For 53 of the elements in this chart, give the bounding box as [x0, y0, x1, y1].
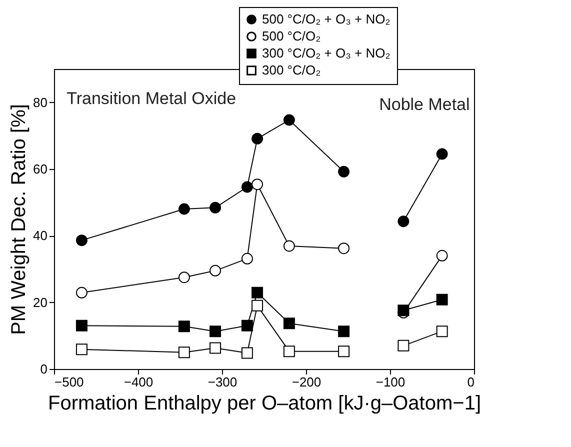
point: [178, 320, 190, 332]
legend-label: 300 °C/O₂: [262, 62, 321, 78]
legend-label: 300 °C/O₂ + O₃ + NO₂: [262, 46, 390, 60]
point: [436, 294, 448, 306]
point: [178, 272, 190, 284]
point: [210, 342, 222, 354]
point: [398, 216, 410, 228]
point: [76, 344, 88, 356]
y-tick-label: 20: [33, 294, 48, 310]
annotation: Transition Metal Oxide: [66, 89, 236, 108]
y-tick-label: 80: [33, 94, 48, 110]
point: [436, 326, 448, 338]
point: [76, 320, 88, 332]
x-tick-label: −100: [376, 374, 406, 390]
point: [178, 203, 190, 215]
point: [210, 326, 222, 338]
point: [436, 250, 448, 262]
point: [436, 148, 448, 160]
point: [241, 320, 253, 332]
y-tick-label: 40: [33, 228, 48, 244]
point: [252, 286, 264, 298]
point: [76, 234, 88, 246]
point: [76, 286, 88, 298]
point: [283, 240, 295, 252]
point: [241, 347, 253, 359]
x-tick-label: −200: [292, 374, 322, 390]
point: [210, 202, 222, 214]
point: [338, 242, 350, 254]
point: [283, 318, 295, 330]
point: [338, 166, 350, 178]
x-tick-label: 0: [467, 374, 474, 390]
point: [210, 264, 222, 276]
y-tick-label: 0: [40, 362, 48, 376]
point: [241, 252, 253, 264]
y-axis-title: PM Weight Dec. Ratio [%]: [8, 104, 30, 335]
x-tick-label: −500: [54, 374, 84, 390]
x-tick-label: −300: [208, 374, 238, 390]
point: [338, 346, 350, 358]
point: [178, 346, 190, 358]
legend-label: 500 °C/O₂: [262, 28, 321, 44]
x-axis-title: Formation Enthalpy per O–atom [kJ·g–Oatom−1]: [48, 392, 481, 414]
annotation: Noble Metal: [379, 95, 470, 114]
y-tick-label: 60: [33, 162, 48, 176]
legend-label: 500 °C/O₂ + O₃ + NO₂: [262, 12, 390, 26]
point: [338, 326, 350, 338]
point: [398, 340, 410, 352]
point: [283, 346, 295, 358]
x-tick-label: −400: [124, 374, 154, 390]
point: [252, 178, 264, 190]
point: [241, 181, 253, 193]
point: [252, 132, 264, 144]
point: [252, 300, 264, 312]
point: [283, 114, 295, 126]
